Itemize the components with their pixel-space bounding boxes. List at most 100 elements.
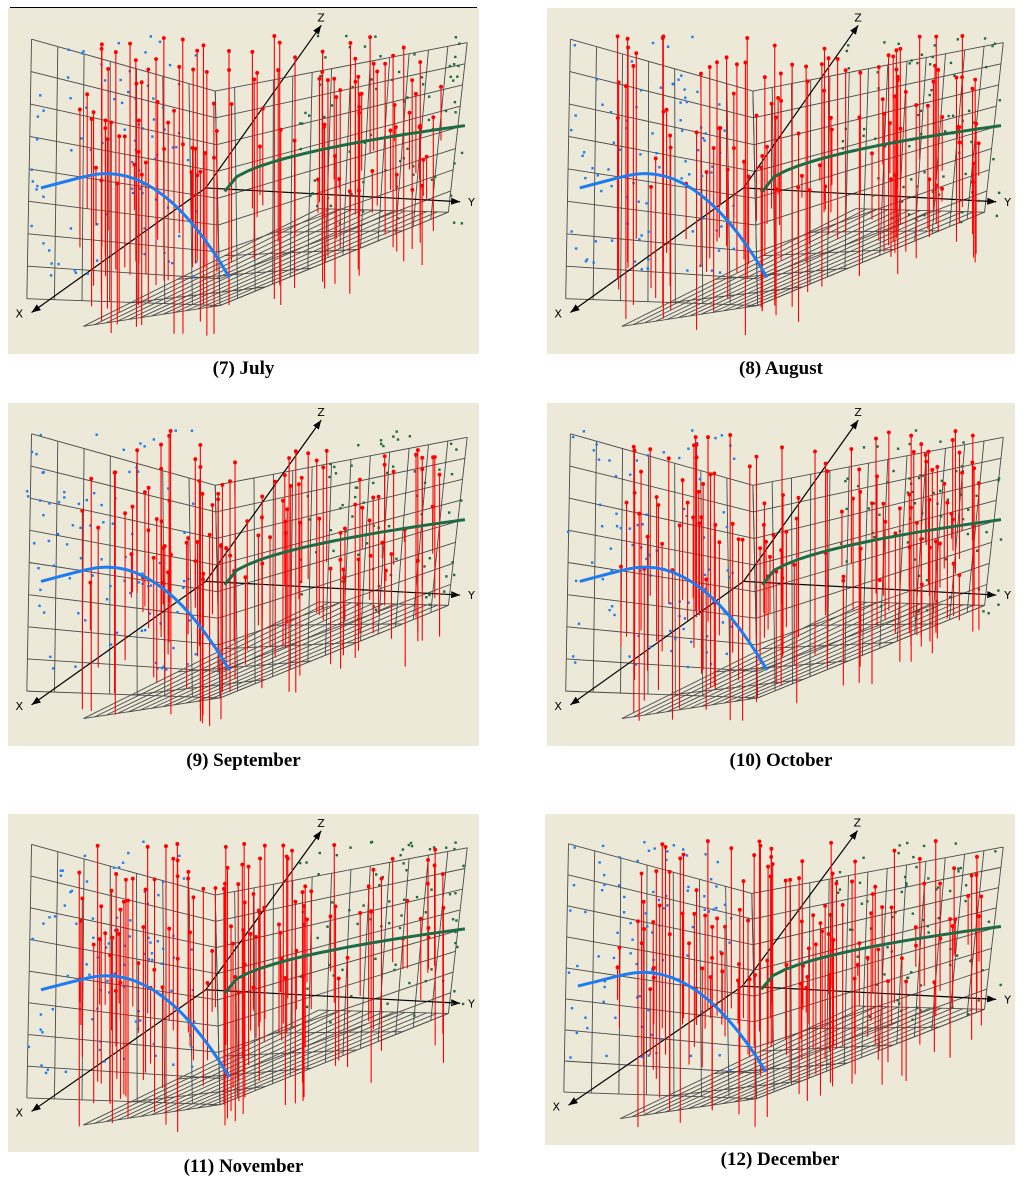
data-point [455,919,458,922]
data-point [423,481,427,484]
data-point [410,844,414,848]
data-point [570,230,573,233]
stem-head [765,144,770,149]
axis-label-z: Z [317,817,325,830]
data-point [424,979,428,983]
stem-head [857,115,862,120]
stem-head [348,40,353,45]
data-point [964,172,967,176]
data-point [709,878,713,881]
data-point [451,918,455,921]
series-blue-fit-curve [579,565,769,671]
data-point [641,523,644,526]
data-point [915,1006,919,1009]
data-point [708,568,711,571]
stem-head [213,886,218,890]
data-point [910,178,913,181]
data-point [329,204,332,208]
stem-head [743,60,748,65]
data-point [630,60,634,63]
stem-head [870,892,875,896]
data-point [147,958,151,961]
data-point [911,912,915,915]
stem-head [796,495,801,500]
stem-head [825,469,830,474]
data-point [104,946,108,949]
stem-head [758,843,763,848]
data-point [684,160,687,163]
data-point [124,555,127,559]
data-point [914,617,918,620]
data-point [191,502,195,505]
data-point [101,141,104,145]
data-point [998,99,1002,102]
stem-head [911,450,916,454]
stem-head [874,436,878,441]
data-point [585,258,589,261]
stem-head [823,903,828,908]
stem-head [752,853,757,858]
data-point [450,472,454,476]
data-point [595,78,599,81]
data-point [192,1020,196,1023]
data-point [456,75,459,78]
data-point [914,429,918,432]
data-point [123,944,126,948]
stem-head [255,70,260,75]
stem-head [146,485,151,490]
data-point [946,498,950,501]
data-point [129,591,132,595]
stem-head [668,133,673,138]
stem-head [161,36,166,41]
stem-head [212,155,216,160]
stem-head [292,138,297,143]
data-point [856,484,860,488]
data-point [63,490,66,494]
chart-panel: X Y Z (9) September [8,403,479,774]
stem-head [333,154,337,158]
data-point [582,151,586,154]
stem-head [615,965,620,970]
data-point [92,936,95,939]
data-point [912,855,915,859]
data-point [77,612,80,615]
data-point [698,477,702,481]
data-point [672,83,675,86]
stem-head [91,110,96,115]
stem-head [360,505,365,510]
data-point [454,111,457,114]
data-point [631,543,634,547]
stem-head [317,516,322,521]
data-point [569,1056,572,1059]
data-point [647,1054,650,1057]
axis-label-z: Z [854,406,862,419]
data-point [841,140,845,143]
top-rule [10,7,477,8]
data-point [316,34,320,38]
data-point [628,527,632,530]
stem-head [368,35,373,40]
stem-head [258,144,262,149]
data-point [572,883,576,887]
data-point [592,261,595,264]
data-point [940,479,944,483]
data-point [106,979,109,983]
stem-head [729,846,734,851]
data-point [715,885,718,888]
data-point [661,959,665,962]
data-point [427,95,431,98]
stem-head [649,184,653,189]
data-point [967,109,971,113]
stem-head [126,898,130,903]
data-point [454,35,458,39]
stem-head [177,64,182,69]
stem-head [938,936,943,941]
data-point [305,1005,309,1009]
data-point [156,667,159,670]
data-point [672,844,676,847]
stem-head [250,49,255,54]
data-point [985,530,988,534]
stem-head [783,878,788,883]
data-point [896,447,900,450]
data-point [674,637,677,641]
